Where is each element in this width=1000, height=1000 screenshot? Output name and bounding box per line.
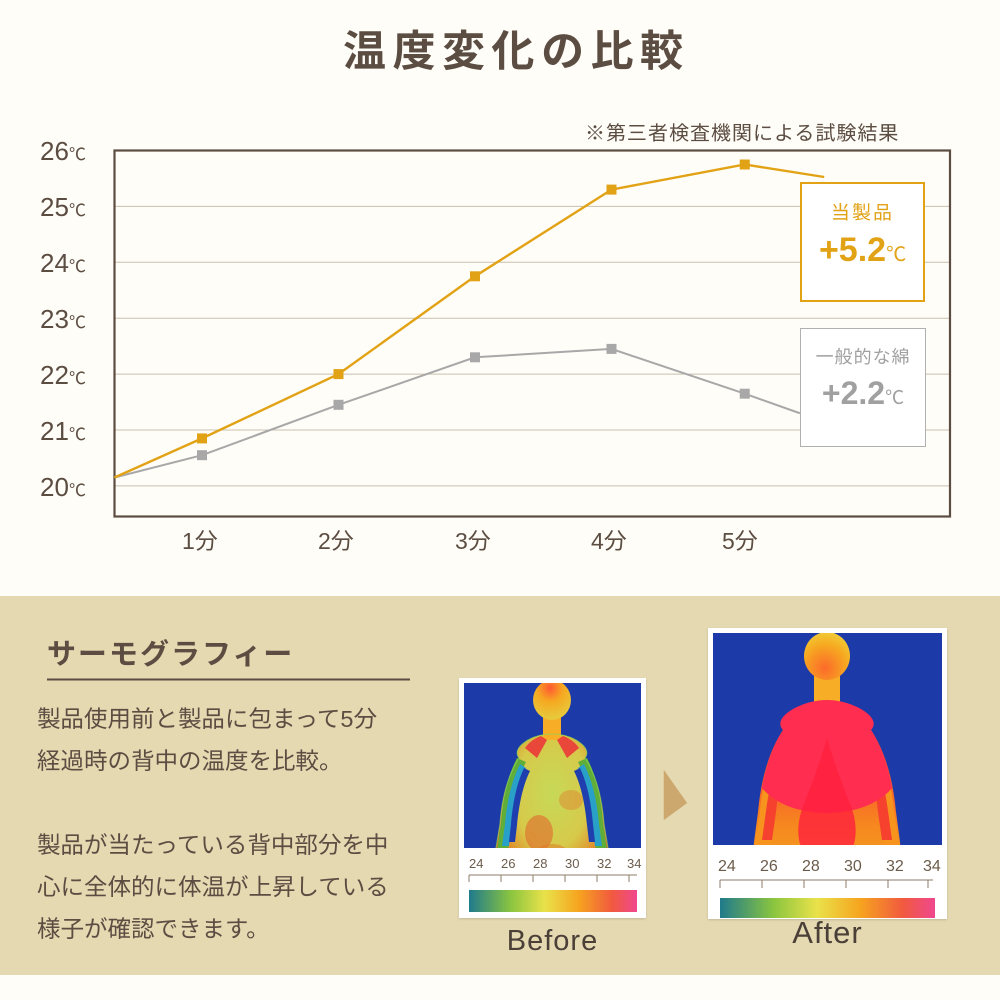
svg-text:24: 24 bbox=[718, 858, 736, 875]
svg-text:28: 28 bbox=[802, 858, 820, 875]
svg-text:32: 32 bbox=[886, 858, 904, 875]
svg-text:30: 30 bbox=[844, 858, 862, 875]
svg-text:34: 34 bbox=[923, 858, 941, 875]
svg-text:26: 26 bbox=[760, 858, 778, 875]
